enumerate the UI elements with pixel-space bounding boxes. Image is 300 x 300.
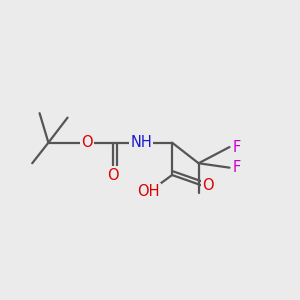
Text: F: F: [233, 140, 241, 154]
Text: O: O: [202, 178, 214, 193]
Text: O: O: [107, 167, 119, 182]
Text: F: F: [233, 160, 241, 175]
Text: OH: OH: [137, 184, 160, 199]
Text: NH: NH: [130, 135, 152, 150]
Text: O: O: [81, 135, 92, 150]
